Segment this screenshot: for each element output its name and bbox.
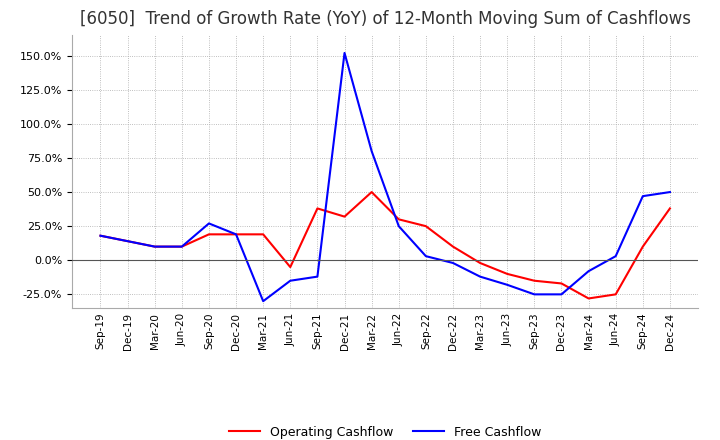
Operating Cashflow [503,271,511,277]
Free Cashflow [476,274,485,279]
Operating Cashflow [178,244,186,249]
Operating Cashflow [367,189,376,194]
Line: Operating Cashflow: Operating Cashflow [101,192,670,298]
Operating Cashflow [395,216,403,222]
Free Cashflow [639,194,647,199]
Operating Cashflow [476,260,485,266]
Operating Cashflow [286,264,294,270]
Line: Free Cashflow: Free Cashflow [101,53,670,301]
Operating Cashflow [204,232,213,237]
Title: [6050]  Trend of Growth Rate (YoY) of 12-Month Moving Sum of Cashflows: [6050] Trend of Growth Rate (YoY) of 12-… [80,10,690,28]
Free Cashflow [611,253,620,259]
Free Cashflow [96,233,105,238]
Free Cashflow [150,244,159,249]
Operating Cashflow [557,281,566,286]
Operating Cashflow [232,232,240,237]
Free Cashflow [584,268,593,274]
Operating Cashflow [449,244,457,249]
Free Cashflow [123,238,132,244]
Operating Cashflow [96,233,105,238]
Free Cashflow [530,292,539,297]
Operating Cashflow [341,214,349,219]
Operating Cashflow [584,296,593,301]
Free Cashflow [395,224,403,229]
Free Cashflow [665,189,674,194]
Operating Cashflow [313,206,322,211]
Operating Cashflow [530,278,539,283]
Free Cashflow [259,299,268,304]
Operating Cashflow [421,224,430,229]
Operating Cashflow [150,244,159,249]
Free Cashflow [421,253,430,259]
Operating Cashflow [665,206,674,211]
Operating Cashflow [259,232,268,237]
Free Cashflow [557,292,566,297]
Free Cashflow [232,232,240,237]
Operating Cashflow [611,292,620,297]
Legend: Operating Cashflow, Free Cashflow: Operating Cashflow, Free Cashflow [224,421,546,440]
Free Cashflow [313,274,322,279]
Free Cashflow [449,260,457,266]
Free Cashflow [341,50,349,55]
Free Cashflow [367,149,376,154]
Operating Cashflow [639,244,647,249]
Operating Cashflow [123,238,132,244]
Free Cashflow [503,282,511,287]
Free Cashflow [178,244,186,249]
Free Cashflow [204,221,213,226]
Free Cashflow [286,278,294,283]
